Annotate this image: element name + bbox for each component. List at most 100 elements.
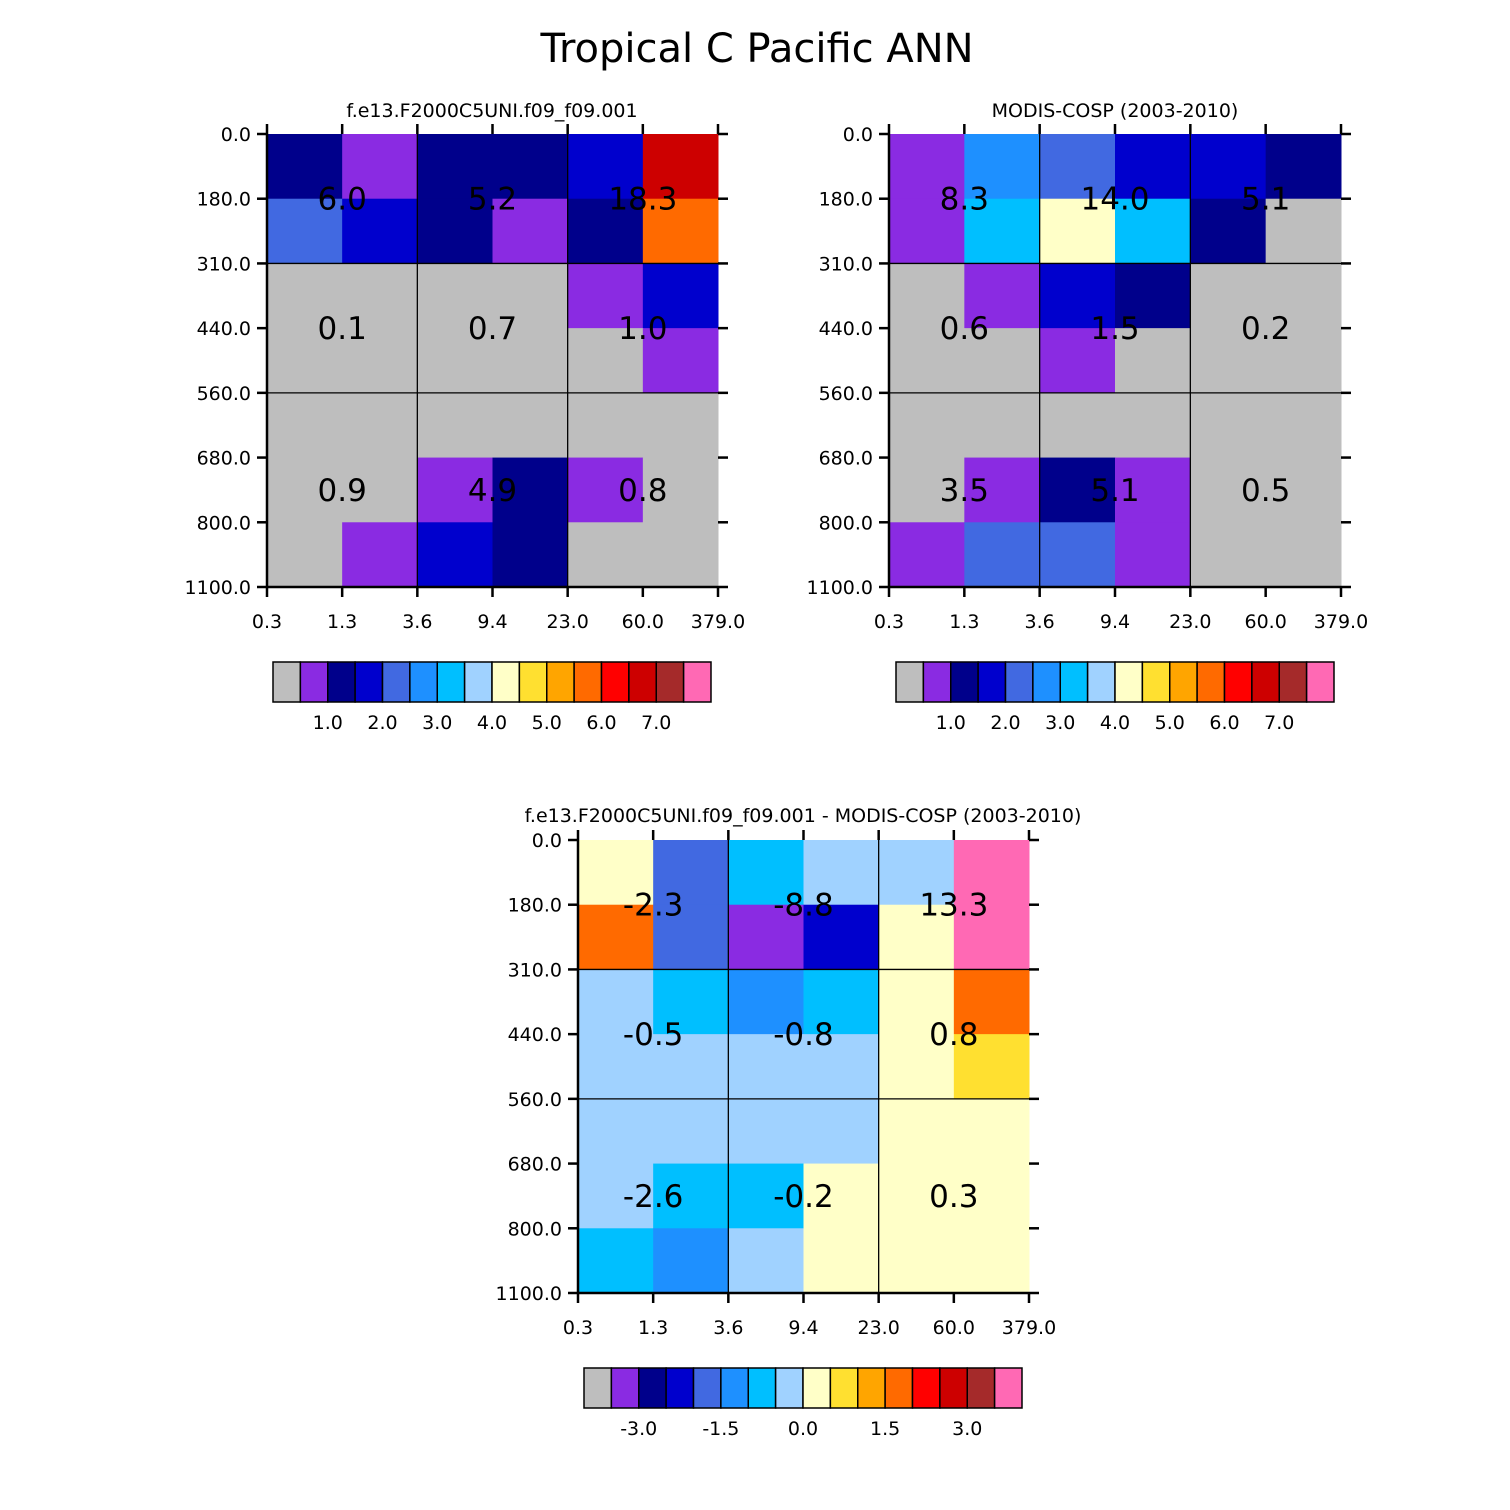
heatmap-cell <box>1265 522 1342 588</box>
heatmap-cell <box>492 263 569 329</box>
heatmap-cell <box>567 328 644 394</box>
heatmap-cell <box>578 840 654 906</box>
block-value-label: 18.3 <box>608 182 677 218</box>
y-tick-label: 440.0 <box>508 1024 562 1046</box>
heatmap-cell <box>889 263 965 329</box>
heatmap-cell <box>889 328 965 394</box>
heatmap-cell <box>728 1228 804 1294</box>
y-tick-label: 560.0 <box>508 1089 562 1111</box>
heatmap-cell <box>878 1098 955 1165</box>
heatmap-cell <box>728 840 804 906</box>
heatmap-cell <box>1190 263 1267 329</box>
heatmap-cell <box>342 263 418 329</box>
heatmap-cell <box>964 134 1041 200</box>
colorbar-swatch <box>1223 661 1253 703</box>
heatmap-cell <box>417 457 493 523</box>
heatmap-cell <box>567 457 644 523</box>
block-value-label: -8.8 <box>773 888 834 924</box>
heatmap-cell <box>492 522 569 588</box>
heatmap-cell <box>878 904 955 970</box>
heatmap-cell <box>1039 263 1116 329</box>
heatmap-cell <box>953 904 1030 970</box>
heatmap-cell <box>953 1163 1030 1229</box>
colorbar-swatch <box>327 661 356 703</box>
block-value-label: 4.9 <box>468 473 517 509</box>
heatmap-cell <box>653 1034 729 1100</box>
block-value-label: 1.0 <box>618 311 667 347</box>
heatmap-cell <box>492 457 569 523</box>
heatmap-cell <box>889 457 965 523</box>
y-tick-label: 0.0 <box>532 830 562 852</box>
colorbar-swatch <box>600 661 630 703</box>
colorbar-label: 2.0 <box>990 712 1020 734</box>
y-tick-label: 310.0 <box>197 253 251 275</box>
colorbar-swatch <box>1086 661 1116 703</box>
colorbar-swatch <box>583 1367 613 1409</box>
y-tick-label: 1100.0 <box>807 577 873 599</box>
figure-title: Tropical C Pacific ANN <box>539 26 973 72</box>
colorbar-swatch <box>354 661 384 703</box>
x-tick-label: 9.4 <box>788 1317 818 1339</box>
colorbar-swatch <box>884 1367 914 1409</box>
heatmap-cell <box>878 1228 955 1294</box>
colorbar-swatch <box>1141 661 1171 703</box>
colorbar-swatch <box>518 661 548 703</box>
colorbar-swatch <box>829 1367 859 1409</box>
heatmap-cell <box>1265 392 1342 459</box>
heatmap-cell <box>953 969 1030 1035</box>
heatmap-cell <box>267 328 343 394</box>
colorbar-swatch <box>993 1367 1023 1409</box>
heatmap-cell <box>267 522 343 588</box>
colorbar-swatch <box>272 661 302 703</box>
heatmap-cell <box>1039 198 1116 264</box>
heatmap-cell <box>1190 328 1267 394</box>
heatmap-cell <box>567 134 644 200</box>
block-value-label: 1.5 <box>1090 311 1139 347</box>
colorbar-swatch <box>491 661 521 703</box>
heatmap-cell <box>342 198 418 264</box>
colorbar-label: 5.0 <box>1155 712 1185 734</box>
colorbar-swatch <box>857 1367 886 1409</box>
x-tick-label: 3.6 <box>402 611 432 633</box>
heatmap-cell <box>1190 392 1267 459</box>
y-tick-label: 180.0 <box>197 189 251 211</box>
block-value-label: -2.6 <box>623 1179 684 1215</box>
y-tick-label: 680.0 <box>819 448 873 470</box>
colorbar-label: 4.0 <box>1100 712 1130 734</box>
heatmap-cell <box>1115 134 1191 200</box>
heatmap-panel-1: f.e13.F2000C5UNI.f09_f09.001 6.0 5.2 18.3 0.… <box>185 100 746 734</box>
heatmap-cell <box>417 522 493 588</box>
heatmap-cell <box>728 1163 804 1229</box>
colorbar-swatch <box>966 1367 996 1409</box>
block-value-label: -0.5 <box>623 1017 684 1053</box>
heatmap-cell <box>878 840 955 906</box>
heatmap-cell <box>728 969 804 1035</box>
x-tick-label: 379.0 <box>1002 1317 1056 1339</box>
y-tick-label: 680.0 <box>197 448 251 470</box>
y-tick-label: 1100.0 <box>185 577 251 599</box>
panels: f.e13.F2000C5UNI.f09_f09.001 6.0 5.2 18.3 0.… <box>185 100 1369 1440</box>
heatmap-cell <box>417 328 493 394</box>
x-tick-label: 23.0 <box>1169 611 1211 633</box>
heatmap-cell <box>267 457 343 523</box>
heatmap-cell <box>642 522 719 588</box>
heatmap-cell <box>1265 134 1342 200</box>
y-tick-label: 800.0 <box>508 1218 562 1240</box>
block-value-label: 5.2 <box>468 182 517 218</box>
colorbar-swatch <box>299 661 329 703</box>
colorbar: -3.0 -1.5 0.0 1.5 3.0 <box>583 1367 1023 1440</box>
colorbar-label: 7.0 <box>1264 712 1294 734</box>
heatmap-cell <box>1190 522 1267 588</box>
colorbar-swatch <box>665 1367 695 1409</box>
heatmap-cell <box>1190 134 1267 200</box>
x-tick-label: 9.4 <box>477 611 507 633</box>
heatmap-cell <box>728 1034 804 1100</box>
heatmap-cell <box>578 1034 654 1100</box>
colorbar-label: 4.0 <box>477 712 507 734</box>
colorbar-swatch <box>381 661 411 703</box>
colorbar-swatch <box>747 1367 777 1409</box>
panel-title: MODIS-COSP (2003-2010) <box>992 100 1239 122</box>
colorbar-label: 0.0 <box>788 1418 818 1440</box>
heatmap-cell <box>889 198 965 264</box>
